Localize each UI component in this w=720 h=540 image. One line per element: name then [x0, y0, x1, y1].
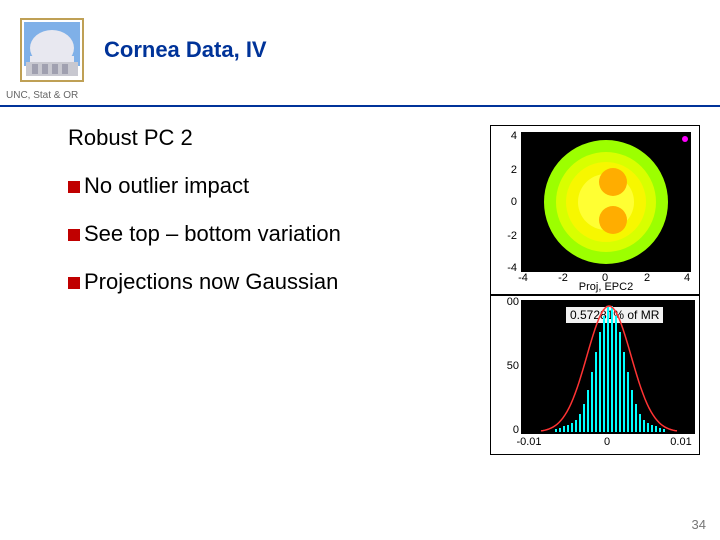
heat-lobe [599, 168, 627, 196]
scatter-xlabel: Proj, EPC2 [521, 281, 691, 293]
bullet-text: Projections now Gaussian [84, 269, 338, 295]
bullet-text: See top – bottom variation [84, 221, 341, 247]
scatter-ytick: 2 [491, 164, 517, 176]
hist-xtick: 0.01 [663, 436, 699, 448]
unc-logo [20, 18, 84, 82]
hist-xtick: -0.01 [511, 436, 547, 448]
bullet-text: No outlier impact [84, 173, 249, 199]
header: Cornea Data, IV [0, 0, 720, 82]
chart-column: 420-2-4 -4-2024 Proj, EPC2 0.57281% of M… [490, 125, 720, 455]
content-row: Robust PC 2 No outlier impact See top – … [0, 107, 720, 455]
bullet-2: See top – bottom variation [68, 221, 480, 247]
page-number: 34 [692, 517, 706, 532]
scatter-ytick: 0 [491, 196, 517, 208]
bullet-3: Projections now Gaussian [68, 269, 480, 295]
bullet-icon [68, 229, 80, 241]
outlier-point [682, 136, 688, 142]
hist-ytick: 50 [491, 360, 519, 372]
section-subtitle: Robust PC 2 [68, 125, 480, 151]
gaussian-curve [521, 300, 695, 434]
hist-xtick: 0 [589, 436, 625, 448]
histogram-panel: 0.57281% of MR 00500 -0.0100.01 [490, 295, 700, 455]
heat-lobe [599, 206, 627, 234]
scatter-panel: 420-2-4 -4-2024 Proj, EPC2 [490, 125, 700, 295]
scatter-ytick: 4 [491, 130, 517, 142]
hist-ytick: 00 [491, 296, 519, 308]
bullet-icon [68, 277, 80, 289]
slide-title: Cornea Data, IV [104, 37, 267, 63]
affiliation: UNC, Stat & OR [6, 90, 720, 101]
bullet-icon [68, 181, 80, 193]
scatter-plot [521, 132, 691, 272]
scatter-ytick: -2 [491, 230, 517, 242]
hist-ytick: 0 [491, 424, 519, 436]
text-column: Robust PC 2 No outlier impact See top – … [0, 125, 490, 455]
bullet-1: No outlier impact [68, 173, 480, 199]
histogram-plot: 0.57281% of MR [521, 300, 695, 434]
